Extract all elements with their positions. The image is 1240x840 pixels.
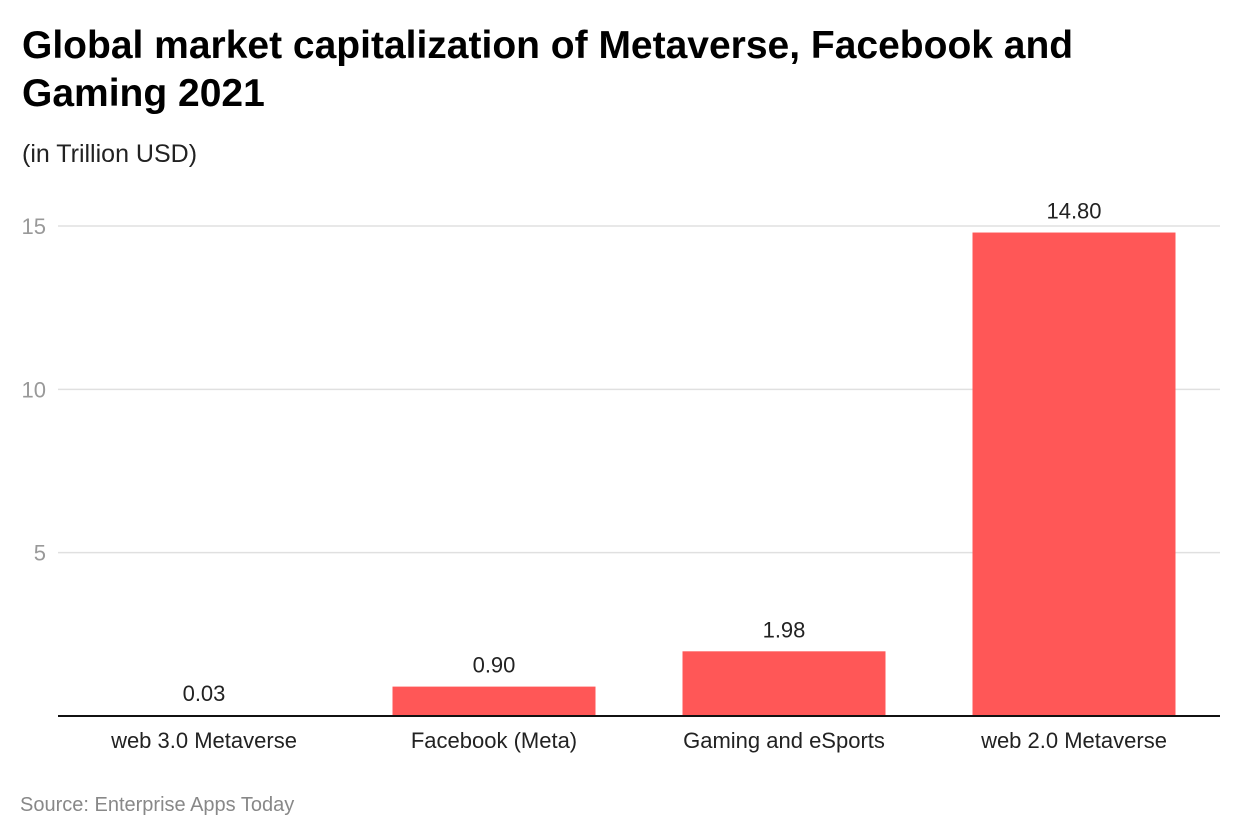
bar [682,651,886,716]
x-tick-label: web 3.0 Metaverse [110,728,297,753]
data-label: 14.80 [1046,199,1101,224]
y-tick-label: 5 [34,541,46,566]
bar [392,686,596,716]
y-tick-label: 10 [22,377,46,402]
data-label: 0.90 [473,653,516,678]
x-tick-label: Facebook (Meta) [411,728,577,753]
data-label: 1.98 [763,617,806,642]
chart-title: Global market capitalization of Metavers… [22,24,1074,115]
source-note: Source: Enterprise Apps Today [20,794,295,816]
x-tick-label: web 2.0 Metaverse [980,728,1167,753]
bar [972,232,1176,717]
data-label: 0.03 [183,681,226,706]
x-tick-label: Gaming and eSports [683,728,885,753]
y-tick-label: 15 [22,214,46,239]
chart-subtitle: (in Trillion USD) [22,140,198,168]
